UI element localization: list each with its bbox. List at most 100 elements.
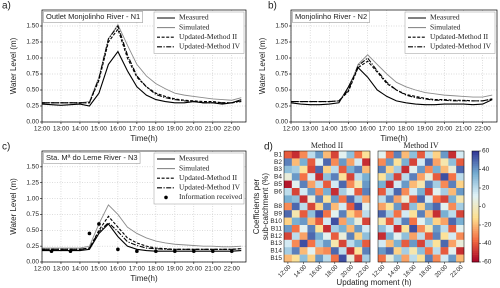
legend-label: Updated-Method II <box>179 173 238 182</box>
x-tick-label: 14:00 <box>72 266 89 273</box>
heatmap-cell <box>338 232 347 240</box>
heatmap-cell <box>393 151 402 159</box>
heatmap-cell <box>448 151 457 159</box>
heatmap-cell <box>291 202 300 211</box>
heatmap-cell <box>409 210 418 218</box>
y-tick-label: 0.25 <box>26 103 39 110</box>
heatmap-cell <box>284 254 293 263</box>
heatmap-cell <box>385 210 394 218</box>
y-tick-label: 0.25 <box>275 103 288 110</box>
info-marker <box>97 222 101 226</box>
heatmap-cell <box>409 180 418 189</box>
heatmap-cell <box>393 165 402 174</box>
x-tick-label: 13:00 <box>302 126 319 133</box>
x-tick-label: 14:00 <box>321 126 338 133</box>
heatmap-cell <box>440 180 449 189</box>
heatmap-cell <box>401 180 410 189</box>
heatmap-cell <box>330 239 339 248</box>
colorbar-step <box>472 213 479 217</box>
heatmap-cell <box>299 173 308 181</box>
y-tick-label: 1.00 <box>26 195 39 202</box>
heatmap-cell <box>284 188 293 196</box>
heatmap-cell <box>307 173 316 181</box>
heatmap-cell <box>284 195 293 203</box>
heatmap-cell <box>440 210 449 218</box>
colorbar-step <box>472 195 479 198</box>
heatmap-cell <box>432 254 441 263</box>
y-tick-label: 0.75 <box>275 71 288 78</box>
heatmap-cell <box>338 254 347 263</box>
heatmap-cell <box>448 158 457 166</box>
colorbar-step <box>472 225 479 228</box>
row-label: B11 <box>271 225 282 232</box>
heatmap-cell <box>299 180 308 189</box>
heatmap-cell <box>456 202 465 211</box>
heatmap-cell <box>378 202 387 211</box>
heatmap-cell <box>424 225 433 233</box>
heatmap-cell <box>354 165 363 174</box>
heatmap-cell <box>299 151 308 159</box>
heatmap-cell <box>448 254 457 263</box>
y-axis-title: sub-catchment (%) <box>261 173 270 240</box>
panel-title: Method IV <box>403 141 439 150</box>
x-tick-label: 22:00 <box>356 264 371 279</box>
colorbar-step <box>472 236 479 239</box>
heatmap-cell <box>354 239 363 248</box>
x-tick-label: 16:00 <box>360 126 377 133</box>
heatmap-cell <box>291 158 300 166</box>
info-marker <box>210 249 215 254</box>
x-tick-label: 21:00 <box>205 266 222 273</box>
colorbar-tick-label: 40 <box>482 166 490 173</box>
heatmap-cell <box>440 188 449 196</box>
colorbar-step <box>472 191 479 194</box>
heatmap-cell <box>432 173 441 181</box>
y-tick-label: 1.25 <box>26 39 39 46</box>
heatmap-cell <box>338 151 347 159</box>
heatmap-cell <box>323 225 332 233</box>
heatmap-cell <box>385 202 394 211</box>
heatmap-cell <box>323 188 332 196</box>
colorbar-step <box>472 158 479 161</box>
heatmap-cell <box>401 188 410 196</box>
heatmap-cell <box>284 210 293 218</box>
row-label: B14 <box>270 248 282 255</box>
heatmap-cell <box>409 188 418 196</box>
heatmap-cell <box>330 210 339 218</box>
heatmap-cell <box>432 180 441 189</box>
heatmap-cell <box>354 173 363 181</box>
heatmap-cell <box>354 158 363 166</box>
heatmap-cell <box>299 247 308 255</box>
heatmap-cell <box>417 225 426 233</box>
heatmap-cell <box>362 225 371 233</box>
row-label: B9 <box>274 211 282 218</box>
series-line <box>41 50 242 107</box>
heatmap-cell <box>291 239 300 248</box>
heatmap-cell <box>307 180 316 189</box>
heatmap-cell <box>409 173 418 181</box>
heatmap-cell <box>284 202 293 211</box>
heatmap-cell <box>432 217 441 226</box>
heatmap-cell <box>323 151 332 159</box>
x-tick-label: 20:00 <box>186 266 203 273</box>
colorbar-step <box>472 154 479 157</box>
heatmap-cell <box>424 151 433 159</box>
heatmap-cell <box>440 195 449 203</box>
heatmap-cell <box>315 254 324 263</box>
heatmap-cell <box>323 232 332 240</box>
heatmap-cell <box>315 210 324 218</box>
colorbar-step <box>472 199 479 202</box>
legend-label: Simulated <box>179 22 210 31</box>
info-marker <box>229 249 234 254</box>
heatmap-cell <box>346 173 355 181</box>
heatmap-cell <box>346 151 355 159</box>
legend-label: Information received <box>179 192 242 201</box>
colorbar-step <box>472 197 479 200</box>
heatmap-cell <box>378 158 387 166</box>
heatmap-cell <box>385 195 394 203</box>
heatmap-cell <box>456 232 465 240</box>
y-tick-label: 0.25 <box>26 243 39 250</box>
heatmap-cell <box>346 217 355 226</box>
colorbar-step <box>472 226 479 229</box>
heatmap-cell <box>299 232 308 240</box>
